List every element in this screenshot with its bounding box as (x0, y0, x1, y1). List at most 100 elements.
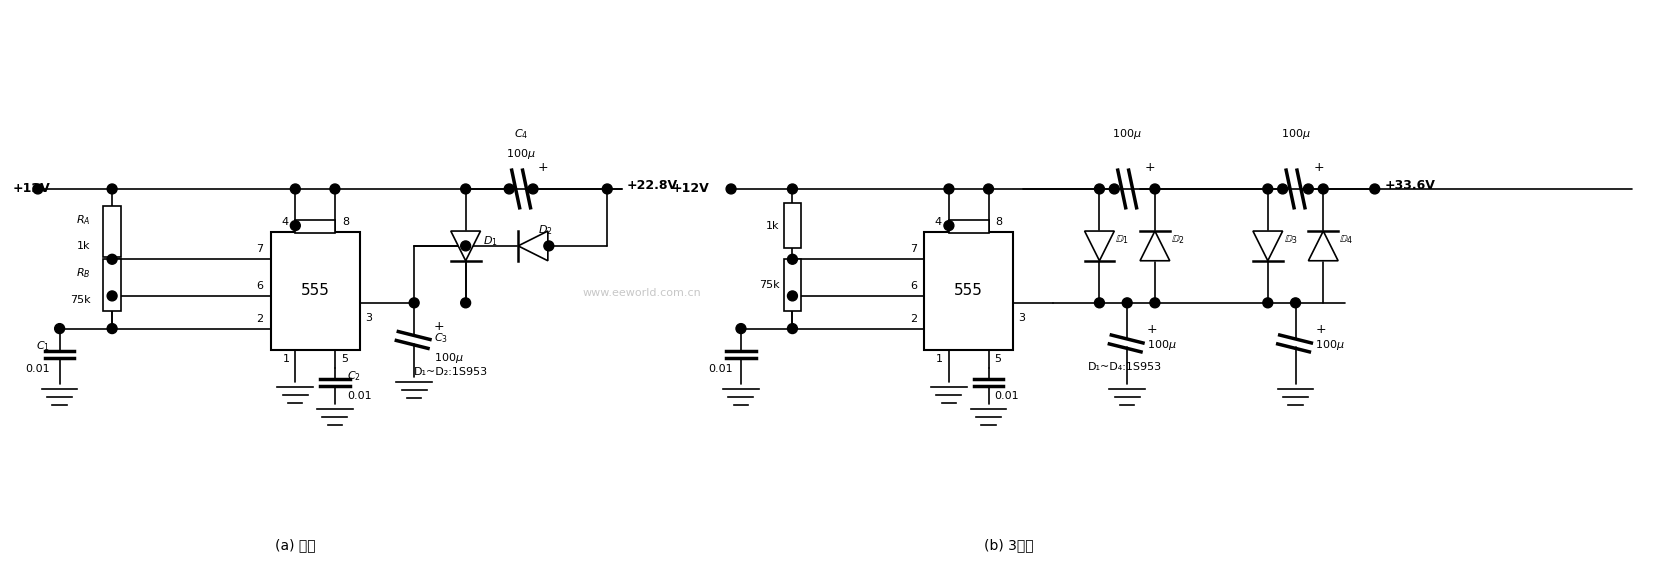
Text: 3: 3 (1018, 313, 1025, 323)
Text: 7: 7 (257, 244, 263, 254)
Circle shape (1150, 184, 1160, 194)
Text: 8: 8 (342, 217, 349, 226)
Text: 100$\mu$: 100$\mu$ (1281, 127, 1310, 142)
Circle shape (788, 324, 797, 333)
Circle shape (107, 184, 117, 194)
Text: 1k: 1k (77, 241, 91, 252)
Text: 8: 8 (996, 217, 1003, 226)
Text: $\mathbb{D}_3$: $\mathbb{D}_3$ (1283, 234, 1298, 246)
Circle shape (736, 324, 746, 333)
Text: 100$\mu$: 100$\mu$ (434, 351, 465, 365)
Text: 1: 1 (936, 354, 942, 364)
Bar (783, 203, 802, 248)
Bar (924, 231, 1013, 350)
Circle shape (290, 221, 300, 230)
Circle shape (505, 184, 515, 194)
Text: $C_2$: $C_2$ (347, 369, 361, 383)
Bar (949, 219, 988, 233)
Circle shape (290, 184, 300, 194)
Circle shape (1110, 184, 1119, 194)
Circle shape (944, 184, 954, 194)
Circle shape (1263, 184, 1273, 194)
Text: $\mathbb{D}_1$: $\mathbb{D}_1$ (1115, 234, 1129, 246)
Text: 0.01: 0.01 (347, 391, 371, 401)
Circle shape (726, 184, 736, 194)
Text: 75k: 75k (70, 295, 91, 305)
Text: 75k: 75k (760, 280, 780, 290)
Text: 0.01: 0.01 (25, 364, 50, 374)
Polygon shape (451, 231, 481, 261)
Text: 5: 5 (994, 354, 1001, 364)
Polygon shape (1308, 231, 1338, 261)
Text: +12V: +12V (13, 182, 50, 195)
Text: +33.6V: +33.6V (1385, 179, 1436, 193)
Circle shape (107, 291, 117, 301)
Circle shape (1278, 184, 1288, 194)
Circle shape (788, 254, 797, 264)
Text: 555: 555 (300, 284, 330, 299)
Text: (b) 3倍压: (b) 3倍压 (983, 539, 1033, 552)
Circle shape (1263, 298, 1273, 308)
Circle shape (1150, 298, 1160, 308)
Circle shape (788, 184, 797, 194)
Text: +22.8V: +22.8V (627, 179, 678, 193)
Circle shape (602, 184, 612, 194)
Text: 6: 6 (911, 281, 917, 291)
Text: +: + (1315, 323, 1327, 336)
Circle shape (461, 241, 471, 251)
Text: 100$\mu$: 100$\mu$ (1315, 339, 1345, 352)
Circle shape (1291, 298, 1300, 308)
Text: www.eeworld.com.cn: www.eeworld.com.cn (582, 288, 701, 298)
Text: $C_1$: $C_1$ (35, 340, 50, 354)
Text: D₁~D₄:1S953: D₁~D₄:1S953 (1088, 362, 1162, 372)
Text: +: + (538, 160, 548, 174)
Circle shape (1095, 184, 1105, 194)
Text: 555: 555 (954, 284, 983, 299)
Text: 2: 2 (911, 313, 917, 324)
Polygon shape (518, 231, 548, 261)
Text: $D_2$: $D_2$ (538, 223, 553, 237)
Text: 1k: 1k (766, 221, 780, 230)
Circle shape (1095, 298, 1105, 308)
Circle shape (984, 184, 993, 194)
Bar (104, 206, 121, 257)
Circle shape (330, 184, 340, 194)
Text: 0.01: 0.01 (708, 364, 733, 374)
Text: 100$\mu$: 100$\mu$ (1112, 127, 1142, 142)
Circle shape (944, 221, 954, 230)
Circle shape (1370, 184, 1380, 194)
Bar (104, 259, 121, 311)
Text: $\mathbb{D}_2$: $\mathbb{D}_2$ (1171, 234, 1186, 246)
Text: $D_1$: $D_1$ (483, 234, 498, 248)
Text: +: + (434, 320, 444, 332)
Circle shape (55, 324, 65, 333)
Text: 100$\mu$: 100$\mu$ (506, 147, 537, 161)
Bar (783, 259, 802, 311)
Text: 3: 3 (366, 313, 372, 323)
Circle shape (1122, 298, 1132, 308)
Text: $C_4$: $C_4$ (513, 128, 528, 142)
Text: 4: 4 (934, 217, 942, 226)
Polygon shape (1140, 231, 1171, 261)
Text: +: + (1313, 160, 1323, 174)
Text: $R_A$: $R_A$ (75, 213, 91, 226)
Text: D₁~D₂:1S953: D₁~D₂:1S953 (414, 367, 488, 377)
Circle shape (34, 184, 44, 194)
Text: 2: 2 (257, 313, 263, 324)
Text: 6: 6 (257, 281, 263, 291)
Text: 100$\mu$: 100$\mu$ (1147, 339, 1177, 352)
Text: 7: 7 (911, 244, 917, 254)
Text: +: + (1145, 160, 1155, 174)
Text: $R_B$: $R_B$ (75, 266, 91, 280)
Circle shape (461, 184, 471, 194)
Circle shape (409, 298, 419, 308)
Circle shape (788, 291, 797, 301)
Circle shape (1318, 184, 1328, 194)
Circle shape (107, 324, 117, 333)
Text: (a) 倍压: (a) 倍压 (275, 539, 315, 552)
Circle shape (543, 241, 553, 251)
Text: $\mathbb{D}_4$: $\mathbb{D}_4$ (1340, 234, 1353, 246)
Polygon shape (1253, 231, 1283, 261)
Text: +: + (1147, 323, 1157, 336)
Circle shape (528, 184, 538, 194)
